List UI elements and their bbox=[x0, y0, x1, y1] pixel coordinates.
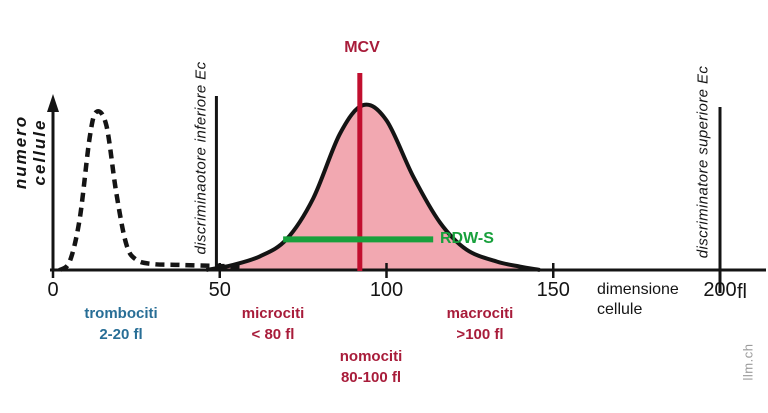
label-macrociti: macrociti >100 fl bbox=[447, 303, 514, 345]
label-microciti-name: microciti bbox=[241, 305, 305, 322]
eritrociti-curve-fill bbox=[206, 104, 540, 271]
x-tick-label: 200 bbox=[703, 279, 737, 301]
rdw-s-label: RDW-S bbox=[440, 230, 494, 247]
y-axis-title-line2: cellule bbox=[30, 118, 49, 186]
discriminator-superiore-label: discriminatore superiore Ec bbox=[694, 65, 712, 259]
x-tick-label: 50 bbox=[208, 279, 231, 301]
x-tick-label: 100 bbox=[369, 279, 404, 301]
x-axis-title-line2: cellule bbox=[597, 301, 643, 318]
label-trombociti-name: trombociti bbox=[84, 305, 158, 322]
x-tick-label: 0 bbox=[47, 279, 59, 301]
label-normociti: nomociti 80-100 fl bbox=[340, 346, 403, 388]
x-tick-label: 150 bbox=[536, 279, 570, 301]
x-axis-unit: fl bbox=[737, 281, 747, 303]
mcv-label: MCV bbox=[344, 39, 380, 56]
label-normociti-range: 80-100 fl bbox=[340, 369, 402, 386]
label-microciti-range: < 80 fl bbox=[251, 326, 295, 343]
label-trombociti-range: 2-20 fl bbox=[99, 326, 143, 343]
label-normociti-name: nomociti bbox=[339, 348, 403, 365]
x-axis-title-line1: dimensione bbox=[597, 281, 679, 298]
watermark: llm.ch bbox=[740, 343, 756, 381]
y-axis-arrowhead bbox=[47, 94, 59, 112]
label-microciti: microciti < 80 fl bbox=[242, 303, 305, 345]
eritrociti-curve-outline bbox=[206, 102, 541, 272]
y-axis-title-line1: numero bbox=[11, 114, 30, 190]
trombociti-curve-dashed bbox=[58, 109, 240, 272]
label-trombociti: trombociti 2-20 fl bbox=[84, 303, 157, 345]
discriminator-inferiore-label: discriminaotore inferiore Ec bbox=[192, 61, 210, 255]
y-axis-title: numero cellule bbox=[11, 115, 49, 189]
label-macrociti-name: macrociti bbox=[446, 305, 514, 322]
label-macrociti-range: >100 fl bbox=[456, 326, 504, 343]
x-axis-title: dimensione cellule bbox=[597, 280, 679, 320]
